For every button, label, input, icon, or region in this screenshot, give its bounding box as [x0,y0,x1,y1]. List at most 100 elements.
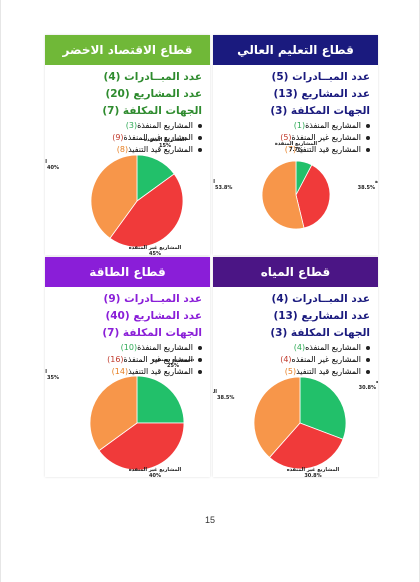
panel-higher-education: قطاع التعليم العالي عدد المبــادرات (5) … [213,35,378,255]
list-item-label: المشاريع المنفذه [305,343,361,352]
list-item-in-progress: المشاريع قيد التنفيذ(5) [213,366,370,378]
stat-label: الجهات المكلفة [122,327,202,339]
pie-slice-percent: 38.5% [217,395,234,401]
list-item-value: (8) [116,145,129,154]
stat-value: (4) [103,71,121,83]
list-item-label: المشاريع المنفذة [305,121,361,130]
stat-label: الجهات المكلفة [290,105,370,117]
stat-label: عدد المشاريع [301,88,370,100]
pie-slice [89,375,138,452]
list-item-label: المشاريع غير المنفذة [123,355,193,364]
stat-initiatives: عدد المبــادرات (4) [219,291,370,308]
list-item-label: المشاريع غير المنفذة [291,133,361,142]
list-item-label: المشاريع غير المنفذة [123,133,193,142]
list-item-label: المشاريع قيد التنفيذ [128,367,193,376]
stat-label: الجهات المكلفة [122,105,202,117]
stat-value: (13) [273,310,298,322]
stat-initiatives: عدد المبــادرات (9) [51,291,202,308]
list-item-label: المشاريع المنفذة [137,121,193,130]
list-item-value: (16) [107,355,124,364]
stat-projects: عدد المشاريع (13) [219,308,370,325]
stat-entities: الجهات المكلفة (3) [219,325,370,342]
stat-entities: الجهات المكلفة (7) [51,103,202,120]
pie-slice-label: المشاريع غير المنفذة [129,467,182,473]
pie-slice-label: المشاريع المنفذة [144,137,187,143]
list-item-completed: المشاريع المنفذة(3) [45,120,202,132]
pie-slice-percent: 15% [159,143,171,149]
pie-slice-percent: 7.7% [289,147,303,153]
stat-projects: عدد المشاريع (40) [51,308,202,325]
stat-value: (4) [271,293,289,305]
list-item-value: (14) [111,367,129,376]
pie-slice-label: المشاريع غير المنفذة [129,245,182,251]
stat-value: (7) [102,105,120,117]
list-item-completed: المشاريع المنفذة(1) [213,120,370,132]
list-item-not-completed: المشاريع غير المنفذة(9) [45,132,202,144]
pie-slice-percent: 30.8% [304,473,321,477]
stat-label: عدد المشاريع [301,310,370,322]
stat-label: عدد المبــادرات [124,71,202,83]
stat-value: (3) [270,105,288,117]
list-item-completed: المشاريع المنفذه(4) [213,342,370,354]
stat-label: عدد المشاريع [133,88,202,100]
stat-label: الجهات المكلفة [290,327,370,339]
stat-entities: الجهات المكلفة (7) [51,325,202,342]
page-number: 15 [204,515,215,525]
list-item-in-progress: المشاريع قيد التنفيذ(8) [45,144,202,156]
list-item-completed: المشاريع المنفذة(10) [45,342,202,354]
project-status-list: المشاريع المنفذة(10) المشاريع غير المنفذ… [45,342,210,378]
pie-slice-label: المشاريع قيد التنفيذ [213,179,215,185]
stat-label: عدد المبــادرات [292,71,370,83]
pie-slice-label: المشاريع قيد التنفيذ [45,369,47,375]
list-item-label: المشاريع المنفذة [137,343,193,352]
stat-label: عدد المبــادرات [292,293,370,305]
pie-slice-percent: 25% [167,363,179,369]
stat-value: (3) [270,327,288,339]
panel-green-economy: قطاع الاقتصاد الاخضر عدد المبــادرات (4)… [45,35,210,255]
pie-slice-label: المشاريع غير المنفذه [287,467,340,473]
list-item-not-completed: المشاريع غير المنفذة(16) [45,354,202,366]
project-status-list: المشاريع المنفذة(3) المشاريع غير المنفذة… [45,120,210,156]
panel-stats: عدد المبــادرات (5) عدد المشاريع (13) ال… [213,65,378,120]
panel-water: قطاع المياه عدد المبــادرات (4) عدد المش… [213,257,378,477]
panel-stats: عدد المبــادرات (4) عدد المشاريع (13) ال… [213,287,378,342]
pie-slice-label: المشاريع قيد التنفيذ [45,159,47,165]
list-item-value: (5) [284,367,297,376]
pie-slice-label: المشاريع المنفذه [376,379,378,385]
pie-chart-container: المشاريع المنفذة 15% المشاريع غير المنفذة 4… [45,137,210,255]
stat-initiatives: عدد المبــادرات (4) [51,69,202,86]
panel-title: قطاع التعليم العالي [213,35,378,65]
list-item-value: (10) [120,343,138,352]
panel-stats: عدد المبــادرات (4) عدد المشاريع (20) ال… [45,65,210,120]
list-item-not-completed: المشاريع غير المنفذة(5) [213,132,370,144]
pie-slice-percent: 40% [47,165,59,171]
pie-chart-container: المشاريع المنفذة 25% المشاريع غير المنفذة 4… [45,359,210,477]
stat-value: (13) [273,88,298,100]
pie-slice [98,422,185,471]
pie-slice-label: المشاريع المنفذة [275,141,318,147]
pie-slice-percent: 40% [149,473,161,477]
list-item-label: المشاريع قيد التنفيذ [296,367,361,376]
stat-initiatives: عدد المبــادرات (5) [219,69,370,86]
pie-slice-label: المشاريع المنفذة [152,359,195,363]
panel-stats: عدد المبــادرات (9) عدد المشاريع (40) ال… [45,287,210,342]
list-item-label: المشاريع قيد التنفيذ [128,145,193,154]
list-item-value: (4) [293,343,306,352]
panel-title: قطاع الطاقة [45,257,210,287]
stat-entities: الجهات المكلفة (3) [219,103,370,120]
pie-slice [261,160,305,230]
stat-projects: عدد المشاريع (20) [51,86,202,103]
list-item-value: (7) [284,145,297,154]
pie-slice [136,375,185,424]
pie-slice-percent: 30.8% [359,385,376,391]
pie-slice [299,376,347,440]
list-item-not-completed: المشاريع غير المنفذه(4) [213,354,370,366]
list-item-label: المشاريع قيد التنفيذ [296,145,361,154]
pie-slice-percent: 38.5% [358,185,375,191]
pie-slice [253,376,301,458]
